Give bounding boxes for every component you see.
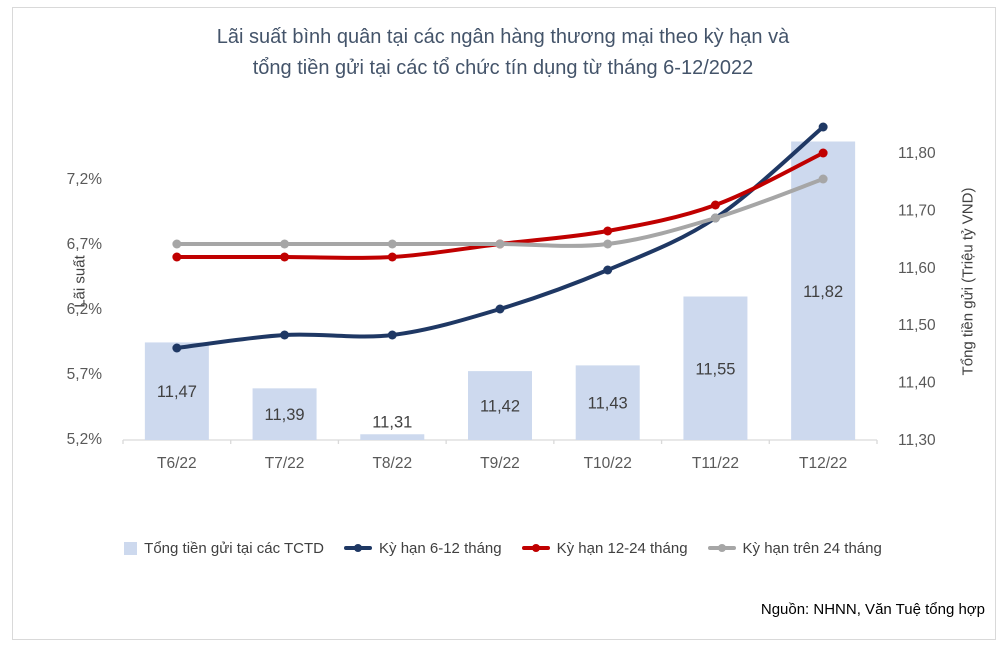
x-axis-category-label: T9/22 — [480, 455, 520, 472]
line-marker — [387, 239, 397, 249]
right-axis-tick-label: 11,60 — [898, 260, 936, 277]
legend-item-label: Tổng tiền gửi tại các TCTD — [144, 539, 325, 557]
left-axis-tick-label: 5,7% — [67, 366, 103, 383]
line-marker — [495, 239, 505, 249]
x-axis-category-label: T8/22 — [372, 455, 412, 472]
line-marker — [603, 265, 613, 275]
deposit-bar — [575, 365, 640, 440]
line-marker — [172, 252, 182, 262]
legend-line-swatch-icon — [707, 544, 736, 552]
line-marker — [603, 239, 613, 249]
line-marker — [818, 122, 828, 132]
legend-marker-dot-icon — [354, 544, 363, 552]
line-marker — [280, 239, 290, 249]
bar-data-label: 11,47 — [157, 383, 197, 401]
bar-data-label: 11,31 — [372, 413, 412, 431]
line-marker — [280, 330, 290, 340]
legend-marker-dot-icon — [717, 544, 726, 552]
x-axis-category-label: T11/22 — [692, 455, 739, 472]
legend-line-swatch-icon — [344, 544, 373, 552]
source-note: Nguồn: NHNN, Văn Tuệ tổng hợp — [760, 601, 985, 618]
line-marker — [280, 252, 290, 262]
legend-item-label: Kỳ hạn 12-24 tháng — [556, 539, 688, 557]
deposit-bar — [468, 371, 532, 440]
line-marker — [710, 200, 720, 210]
legend-item: Kỳ hạn 12-24 tháng — [521, 539, 688, 557]
legend-item: Tổng tiền gửi tại các TCTD — [124, 540, 324, 557]
deposit-bar — [144, 342, 209, 440]
deposit-bar — [252, 388, 317, 440]
legend: Tổng tiền gửi tại các TCTD Kỳ hạn 6-12 th… — [0, 536, 1006, 560]
chart-title-line2: tổng tiền gửi tại các tổ chức tín dụng t… — [252, 57, 754, 79]
legend-item-label: Kỳ hạn 6-12 tháng — [379, 539, 502, 557]
x-axis-category-label: T10/22 — [584, 455, 632, 472]
chart-title: Lãi suất bình quân tại các ngân hàng thư… — [0, 22, 1006, 84]
legend-item: Kỳ hạn 6-12 tháng — [344, 540, 502, 557]
deposit-bar — [683, 296, 748, 440]
right-axis-tick-label: 11,30 — [898, 432, 936, 449]
bar-data-label: 11,39 — [265, 406, 305, 424]
line-marker — [710, 213, 720, 223]
line-marker — [495, 304, 505, 314]
legend-item-label: Kỳ hạn trên 24 tháng — [742, 539, 882, 557]
deposit-bar — [360, 434, 425, 440]
legend-line-swatch-icon — [521, 544, 550, 552]
legend-item: Kỳ hạn trên 24 tháng — [707, 539, 882, 557]
x-axis-category-label: T12/22 — [799, 455, 847, 472]
right-axis-tick-label: 11,50 — [898, 317, 936, 334]
line-marker — [818, 148, 828, 158]
right-axis-tick-label: 11,80 — [898, 145, 936, 162]
left-axis-tick-label: 6,2% — [67, 301, 103, 318]
left-axis-tick-label: 7,2% — [67, 171, 103, 188]
left-axis-tick-label: 6,7% — [67, 236, 103, 253]
bar-data-label: 11,82 — [803, 283, 843, 301]
bar-data-label: 11,43 — [588, 395, 628, 413]
line-marker — [818, 174, 828, 184]
line-marker — [387, 252, 397, 262]
line-marker — [387, 330, 397, 340]
line-marker — [172, 343, 182, 353]
legend-marker-dot-icon — [531, 544, 540, 552]
chart-title-line1: Lãi suất bình quân tại các ngân hàng thư… — [216, 26, 790, 48]
right-axis-tick-label: 11,70 — [898, 202, 936, 219]
right-axis-tick-label: 11,40 — [898, 375, 936, 392]
plot-area: 5,2% 5,7% 6,2% 6,7% 7,2% 11,30 11,40 11,50 11,60… — [67, 122, 936, 472]
x-axis-category-label: T7/22 — [265, 455, 305, 472]
left-axis-tick-label: 5,2% — [67, 431, 103, 448]
deposit-bar — [791, 141, 856, 440]
legend-bar-swatch-icon — [124, 541, 138, 555]
bar-data-label: 11,42 — [480, 398, 520, 416]
bar-data-label: 11,55 — [695, 360, 735, 378]
line-marker — [603, 226, 613, 236]
x-axis-category-label: T6/22 — [157, 455, 197, 472]
line-marker — [172, 239, 182, 249]
